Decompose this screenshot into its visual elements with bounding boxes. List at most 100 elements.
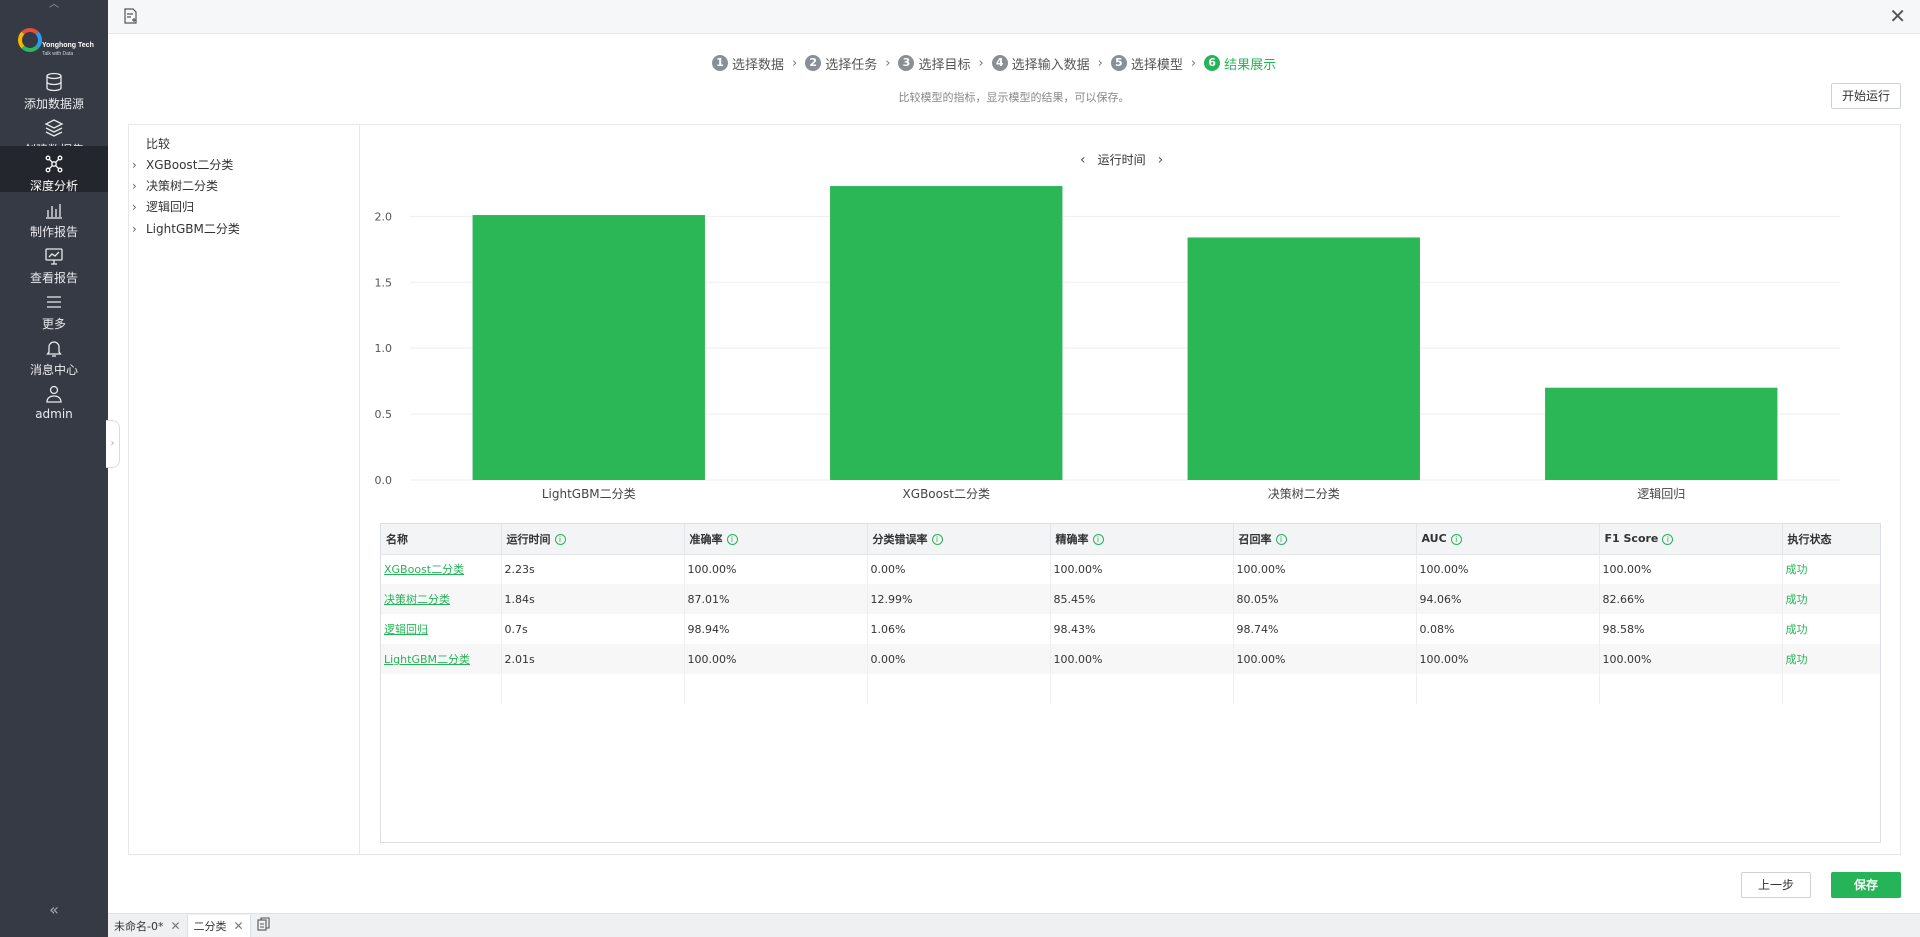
tree-item[interactable]: › XGBoost二分类 (132, 156, 233, 173)
column-header-label: 准确率 (689, 532, 723, 546)
step-label: 选择输入数据 (1011, 57, 1090, 73)
info-icon[interactable]: i (554, 534, 566, 546)
table-cell (1050, 674, 1234, 704)
column-header[interactable]: 执行状态 (1782, 524, 1880, 555)
column-header[interactable]: 召回率 i (1233, 524, 1417, 555)
table-cell: 0.08% (1416, 614, 1600, 644)
chevron-right-icon: › (978, 55, 984, 71)
sidebar-item-user[interactable]: admin (0, 380, 108, 434)
table-cell: 0.7s (501, 614, 685, 644)
chart-header: ‹ 运行时间 › (1068, 151, 1175, 168)
page-subtitle: 比较模型的指标，显示模型的结果，可以保存。 (898, 91, 1130, 104)
step-results[interactable]: 6 结果展示 (1204, 54, 1276, 73)
step-select-target[interactable]: 3 选择目标 (898, 54, 970, 73)
column-header[interactable]: 运行时间 i (501, 524, 685, 555)
column-header-label: 名称 (386, 532, 408, 546)
sidebar-item-messages[interactable]: 消息中心 (0, 334, 108, 388)
model-link[interactable]: 逻辑回归 (384, 623, 428, 636)
close-tab-icon[interactable]: ✕ (233, 918, 244, 933)
table-cell: 100.00% (1416, 644, 1600, 674)
tab-untitled[interactable]: 未命名-0* ✕ (108, 914, 188, 937)
chevron-right-icon[interactable]: › (132, 200, 137, 214)
chart-title: 运行时间 (1097, 153, 1146, 167)
tree-item[interactable]: › 决策树二分类 (132, 177, 218, 194)
table-cell: 98.58% (1599, 614, 1783, 644)
tree-item-label: 逻辑回归 (146, 200, 195, 214)
table-cell: 85.45% (1050, 584, 1234, 614)
step-select-model[interactable]: 5 选择模型 (1110, 54, 1183, 73)
panel-collapse-handle[interactable]: › (106, 420, 120, 468)
tree-item[interactable]: › 逻辑回归 (132, 198, 194, 215)
status-cell: 成功 (1782, 614, 1880, 644)
sidebar-item-view-report[interactable]: 查看报告 (0, 242, 108, 296)
info-icon[interactable]: i (726, 534, 738, 546)
logo[interactable]: Yonghong Tech Talk with Data (18, 22, 98, 62)
step-select-task[interactable]: 2 选择任务 (805, 54, 877, 73)
info-icon[interactable]: i (931, 534, 943, 546)
info-icon[interactable]: i (1662, 533, 1674, 545)
chevron-left-icon[interactable]: ‹ (1080, 151, 1086, 168)
table-header-row: 名称 运行时间 i 准确率 i 分类错误率 i 精确率 i 召回率 i AUC i F1 S… (381, 524, 1880, 555)
sidebar-item-label: 更多 (41, 317, 66, 331)
collapse-sidebar-icon[interactable]: « (49, 900, 59, 919)
tab-binary-classification[interactable]: 二分类 ✕ (187, 914, 251, 937)
sidebar-item-label: 消息中心 (29, 363, 78, 377)
tab-label: 二分类 (193, 919, 227, 933)
sidebar-item-add-datasource[interactable]: 添加数据源 (0, 68, 108, 122)
info-icon[interactable]: i (1450, 533, 1462, 545)
document-add-icon[interactable] (122, 8, 138, 27)
copy-tab-icon[interactable] (257, 917, 271, 934)
table-cell: 100.00% (1599, 554, 1783, 584)
sidebar-item-make-report[interactable]: 制作报告 (0, 196, 108, 250)
chevron-right-icon[interactable]: › (132, 179, 137, 193)
chevron-right-icon[interactable]: › (132, 222, 137, 236)
step-number: 5 (1110, 55, 1127, 71)
tree-title[interactable]: 比较 (146, 137, 171, 151)
status-cell: 成功 (1782, 584, 1880, 614)
model-link[interactable]: XGBoost二分类 (384, 563, 465, 577)
model-link[interactable]: LightGBM二分类 (384, 653, 471, 666)
table-row: XGBoost二分类 2.23s 100.00% 0.00% 100.00% 100.00… (381, 554, 1880, 584)
sidebar-item-deep-analysis[interactable]: 深度分析 (0, 146, 108, 193)
chevron-right-icon: › (1097, 55, 1103, 71)
step-select-input[interactable]: 4 选择输入数据 (991, 54, 1090, 73)
close-icon[interactable]: ✕ (1889, 4, 1906, 28)
tree-item-label: XGBoost二分类 (146, 158, 234, 172)
tree-item-label: 决策树二分类 (146, 179, 219, 193)
table-cell: XGBoost二分类 (381, 554, 502, 584)
column-header-label: 分类错误率 (872, 532, 928, 546)
info-icon[interactable]: i (1092, 534, 1104, 546)
info-icon[interactable]: i (1275, 534, 1287, 546)
sidebar-item-more[interactable]: 更多 (0, 288, 108, 342)
previous-step-button[interactable]: 上一步 (1741, 872, 1811, 898)
step-label: 结果展示 (1224, 57, 1277, 73)
column-header[interactable]: 精确率 i (1050, 524, 1234, 555)
chevron-right-icon[interactable]: › (132, 158, 137, 172)
step-label: 选择模型 (1130, 57, 1183, 73)
table-row: 逻辑回归 0.7s 98.94% 1.06% 98.43% 98.74% 0.08% 98.5… (381, 614, 1880, 644)
column-header[interactable]: F1 Score i (1599, 524, 1783, 555)
sidebar-item-label: 添加数据源 (23, 97, 84, 111)
column-header[interactable]: 分类错误率 i (867, 524, 1051, 555)
bar[interactable] (1187, 237, 1420, 480)
step-select-data[interactable]: 1 选择数据 (712, 54, 784, 73)
model-link[interactable]: 决策树二分类 (384, 593, 450, 606)
bar[interactable] (472, 215, 705, 480)
column-header[interactable]: 名称 (381, 524, 502, 555)
chevron-right-icon: › (792, 55, 798, 71)
bar[interactable] (830, 186, 1063, 480)
x-tick-label: LightGBM二分类 (542, 487, 636, 501)
chevron-right-icon[interactable]: › (1157, 151, 1164, 168)
table-cell: 100.00% (1233, 644, 1417, 674)
column-header[interactable]: 准确率 i (684, 524, 868, 555)
run-button[interactable]: 开始运行 (1831, 83, 1901, 109)
save-button[interactable]: 保存 (1831, 872, 1901, 898)
close-tab-icon[interactable]: ✕ (170, 918, 181, 933)
x-tick-label: 决策树二分类 (1268, 486, 1340, 501)
column-header-label: 精确率 (1055, 532, 1089, 546)
column-header[interactable]: AUC i (1416, 524, 1600, 555)
scroll-up-icon[interactable]: ︿ (49, 0, 59, 10)
table-cell (501, 674, 685, 704)
bar[interactable] (1545, 387, 1778, 480)
tree-item[interactable]: › LightGBM二分类 (132, 220, 240, 237)
